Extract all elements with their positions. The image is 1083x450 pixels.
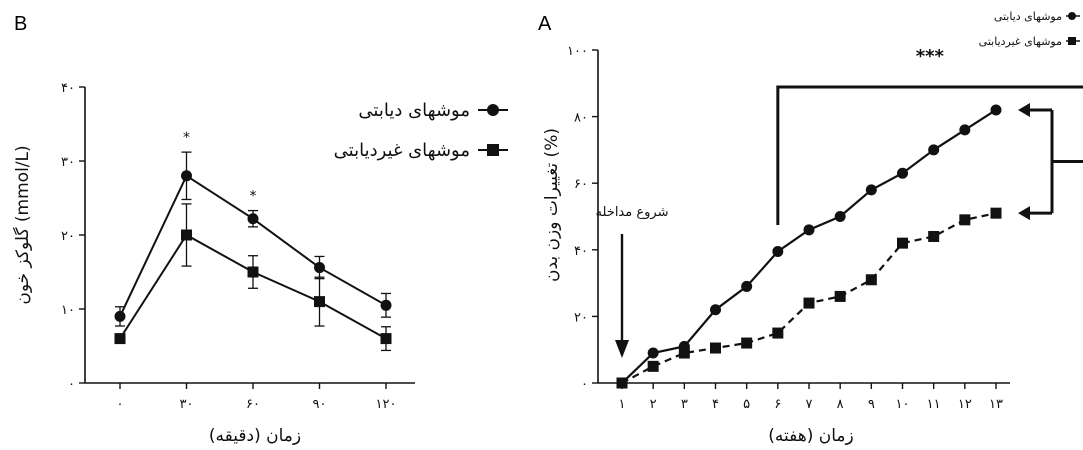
panel-b-legend-marker bbox=[487, 144, 499, 156]
panel-a-data-point bbox=[990, 207, 1002, 219]
panel-a-data-point bbox=[803, 224, 815, 236]
panel-a-legend-label: موشهای دیابتی bbox=[994, 10, 1062, 23]
panel-a-x-tick-label: ۷ bbox=[806, 397, 813, 412]
panel-a-data-point bbox=[710, 304, 721, 316]
panel-b-data-point bbox=[114, 333, 126, 345]
panel-letter-b: B bbox=[14, 13, 27, 35]
panel-a-x-tick-label: ۱۲ bbox=[958, 397, 972, 412]
panel-b-data-point bbox=[314, 262, 325, 274]
panel-a-data-point bbox=[772, 245, 784, 257]
panel-a-comparison-arrow-head bbox=[1018, 102, 1030, 117]
panel-a-data-point bbox=[834, 211, 846, 222]
panel-b-ylabel: گلوکز خون (mmol/L) bbox=[12, 145, 33, 304]
panel-a-intervention-arrow-head bbox=[615, 340, 629, 358]
panel-a-xlabel: زمان (هفته) bbox=[768, 426, 853, 446]
panel-a-y-tick-label: ۸۰ bbox=[574, 111, 588, 126]
panel-a-data-point bbox=[928, 144, 940, 156]
panel-a-y-tick-label: ۰ bbox=[581, 377, 588, 392]
panel-a-legend-label: موشهای غیردیابتی bbox=[979, 35, 1062, 48]
panel-b-data-point bbox=[380, 333, 392, 345]
panel-b-plot: ۰ ۱۰ ۲۰ ۳۰ ۴۰ ۰ ۳۰ ۶۰ ۹۰ ۱۲۰ * * موشهای دیابتی موشهای… bbox=[61, 81, 508, 412]
panel-a-data-point bbox=[928, 230, 940, 242]
panel-b-x-tick-label: ۹۰ bbox=[313, 397, 327, 412]
panel-b-data-point bbox=[380, 299, 392, 311]
panel-b-y-tick-label: ۱۰ bbox=[61, 303, 75, 318]
panel-a-x-tick-label: ۱ bbox=[619, 397, 626, 412]
panel-a-data-point bbox=[834, 290, 846, 302]
panel-b-x-tick-label: ۶۰ bbox=[246, 397, 260, 412]
panel-b-data-point bbox=[314, 296, 325, 308]
panel-a-data-point bbox=[865, 184, 877, 196]
panel-a-data-point bbox=[741, 280, 753, 292]
panel-a-x-tick-label: ۱۱ bbox=[927, 397, 941, 412]
panel-b-y-tick-label: ۳۰ bbox=[61, 155, 75, 170]
panel-letter-a: A bbox=[538, 13, 552, 35]
panel-b-x-tick-label: ۳۰ bbox=[180, 397, 194, 412]
panel-a-comparison-arrow-head bbox=[1018, 206, 1030, 221]
panel-a-ylabel: تغییرات وزن بدن (%) bbox=[542, 128, 562, 282]
panel-a-data-point bbox=[647, 347, 659, 359]
panel-a-data-point bbox=[959, 214, 971, 226]
panel-b-data-point bbox=[247, 213, 259, 225]
panel-a-data-point bbox=[897, 237, 908, 249]
panel-a-x-tick-label: ۲ bbox=[650, 397, 657, 412]
panel-a-series-line bbox=[621, 109, 997, 384]
panel-a-legend-marker bbox=[1068, 37, 1076, 45]
panel-a-data-point bbox=[990, 104, 1002, 116]
panel-a-x-tick-label: ۴ bbox=[712, 397, 719, 412]
panel-a-x-tick-label: ۹ bbox=[868, 397, 875, 412]
panel-a-legend-marker bbox=[1068, 12, 1076, 20]
panel-a-data-point bbox=[710, 342, 721, 354]
panel-a-y-tick-label: ۴۰ bbox=[574, 244, 588, 259]
panel-a-data-point bbox=[865, 274, 877, 286]
panel-a-data-point bbox=[803, 297, 815, 309]
panel-a-data-point bbox=[897, 167, 908, 179]
panel-a-y-tick-label: ۶۰ bbox=[574, 177, 588, 192]
panel-a-x-tick-label: ۱۰ bbox=[896, 397, 910, 412]
panel-a-data-point bbox=[647, 360, 659, 372]
panel-b-significance-star: * bbox=[183, 130, 190, 146]
panel-b-y-tick-label: ۴۰ bbox=[61, 81, 75, 96]
panel-b-y-tick-label: ۲۰ bbox=[61, 229, 75, 244]
panel-b-significance-star: * bbox=[250, 189, 257, 205]
panel-b-y-tick-label: ۰ bbox=[68, 377, 75, 392]
panel-b-x-tick-label: ۰ bbox=[117, 397, 124, 412]
panel-a-significance-bracket bbox=[776, 85, 1083, 225]
panel-b-data-point bbox=[181, 170, 192, 182]
panel-a-x-tick-label: ۳ bbox=[681, 397, 688, 412]
panel-a-x-tick-label: ۶ bbox=[774, 397, 781, 412]
panel-a-data-point bbox=[616, 377, 628, 389]
panel-b-data-point bbox=[114, 310, 126, 322]
panel-b-legend-label: موشهای غیردیابتی bbox=[334, 140, 470, 161]
panel-a-x-tick-label: ۵ bbox=[743, 397, 750, 412]
panel-a-data-point bbox=[772, 327, 784, 339]
panel-b-xlabel: زمان (دقیقه) bbox=[209, 426, 301, 446]
panel-a-x-tick-label: ۱۳ bbox=[989, 397, 1003, 412]
panel-a-significance-stars: *** bbox=[916, 46, 945, 67]
panel-b-data-point bbox=[181, 229, 192, 241]
panel-a-y-tick-label: ۲۰ bbox=[574, 310, 588, 325]
panel-b-data-point bbox=[247, 266, 259, 278]
panel-b-legend-marker bbox=[487, 104, 499, 116]
panel-a-x-tick-label: ۸ bbox=[837, 397, 844, 412]
panel-b-x-tick-label: ۱۲۰ bbox=[376, 397, 397, 412]
panel-a-data-point bbox=[741, 337, 753, 349]
panel-b-legend-label: موشهای دیابتی bbox=[358, 100, 470, 121]
panel-a-data-point bbox=[678, 347, 690, 359]
panel-a-intervention-label: شروع مداخله bbox=[596, 205, 669, 220]
panel-a-y-tick-label: ۱۰۰ bbox=[567, 44, 588, 59]
panel-a-data-point bbox=[959, 124, 971, 136]
